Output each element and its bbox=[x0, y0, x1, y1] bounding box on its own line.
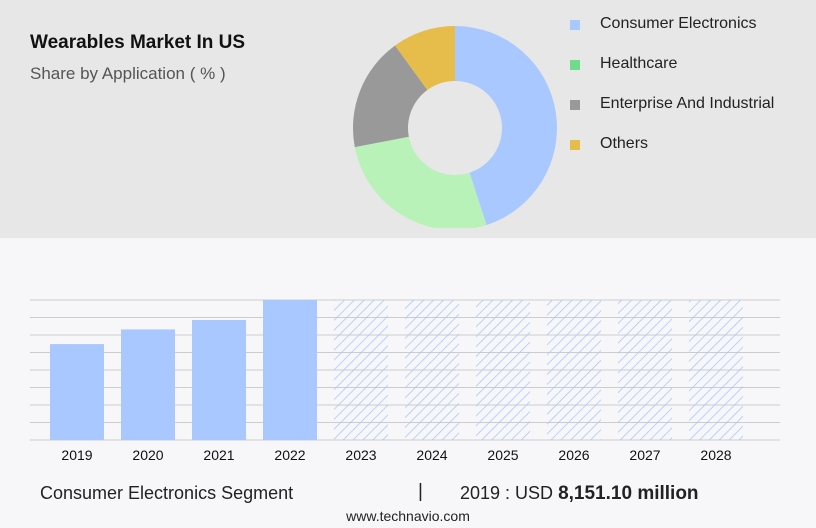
x-tick-label-2019: 2019 bbox=[61, 447, 92, 463]
x-tick-label-2020: 2020 bbox=[132, 447, 163, 463]
donut-slice-enterprise-and-industrial[interactable] bbox=[352, 45, 428, 148]
footer-value: 2019 : USD 8,151.10 million bbox=[460, 483, 699, 505]
x-tick-label-2023: 2023 bbox=[345, 447, 376, 463]
footer-segment-label: Consumer Electronics Segment bbox=[40, 483, 294, 503]
bar-2019[interactable] bbox=[50, 344, 104, 440]
x-tick-label-2026: 2026 bbox=[558, 447, 589, 463]
donut-crop-mask bbox=[300, 228, 620, 238]
chart-title: Wearables Market In US bbox=[30, 32, 246, 53]
x-tick-label-2022: 2022 bbox=[274, 447, 305, 463]
legend-label-others: Others bbox=[600, 135, 649, 152]
legend-swatch-others bbox=[570, 140, 580, 150]
legend-label-healthcare: Healthcare bbox=[600, 55, 678, 72]
x-tick-label-2024: 2024 bbox=[416, 447, 447, 463]
legend-label-enterprise-and-industrial: Enterprise And Industrial bbox=[600, 95, 775, 112]
bar-2025[interactable] bbox=[476, 300, 530, 440]
legend-swatch-healthcare bbox=[570, 60, 580, 70]
bar-2022[interactable] bbox=[263, 300, 317, 440]
footer-value-prefix: 2019 : USD bbox=[460, 483, 554, 503]
source-link[interactable]: www.technavio.com bbox=[346, 508, 470, 524]
legend-swatch-consumer-electronics bbox=[570, 20, 580, 30]
donut-slice-others[interactable] bbox=[395, 26, 455, 90]
legend-label-consumer-electronics: Consumer Electronics bbox=[600, 15, 757, 32]
x-tick-label-2028: 2028 bbox=[700, 447, 731, 463]
donut-slice-healthcare[interactable] bbox=[354, 136, 487, 231]
bar-2021[interactable] bbox=[192, 320, 246, 440]
donut-slice-consumer-electronics[interactable] bbox=[455, 26, 558, 226]
x-tick-label-2021: 2021 bbox=[203, 447, 234, 463]
bar-2026[interactable] bbox=[547, 300, 601, 440]
bar-chart: 2019 2020 2021 2022 2023 2024 2025 2026 2027 2028 bbox=[30, 299, 780, 463]
bar-2023[interactable] bbox=[334, 300, 388, 440]
bar-2028[interactable] bbox=[689, 300, 743, 440]
bar-2027[interactable] bbox=[618, 300, 672, 440]
x-tick-label-2027: 2027 bbox=[629, 447, 660, 463]
footer-value-amount: 8,151.10 million bbox=[558, 483, 699, 504]
footer-separator: | bbox=[418, 481, 423, 502]
chart-subtitle: Share by Application ( % ) bbox=[30, 64, 226, 83]
bar-2024[interactable] bbox=[405, 300, 459, 440]
bar-2020[interactable] bbox=[121, 329, 175, 440]
x-tick-label-2025: 2025 bbox=[487, 447, 518, 463]
legend-swatch-enterprise-and-industrial bbox=[570, 100, 580, 110]
donut-chart bbox=[300, 26, 620, 238]
